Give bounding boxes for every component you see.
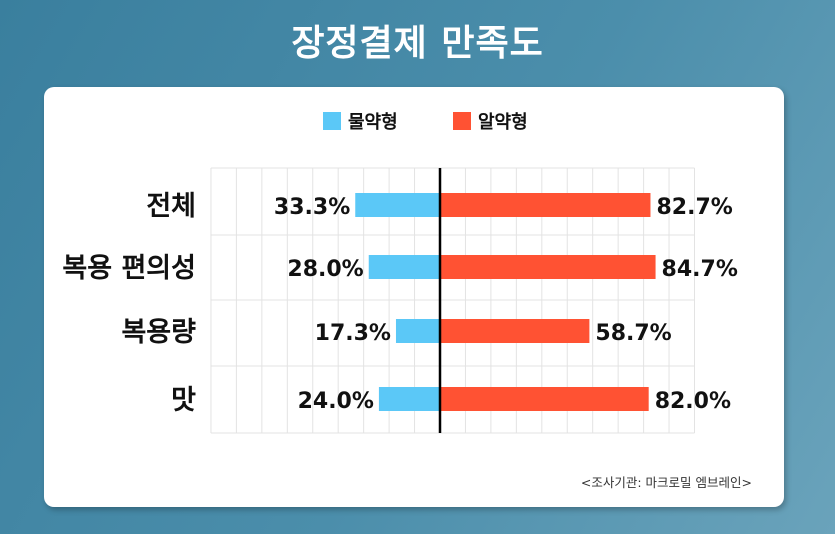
legend-swatch <box>453 112 471 130</box>
source-note: <조사기관: 마크로밀 엠브레인> <box>581 475 752 490</box>
data-label: 24.0% <box>298 389 374 414</box>
bar-left <box>368 255 440 279</box>
category-label: 복용 편의성 <box>62 253 196 284</box>
bar-right <box>440 255 656 279</box>
chart-card <box>44 87 784 507</box>
data-label: 84.7% <box>662 257 738 282</box>
legend-swatch <box>323 112 341 130</box>
category-label: 맛 <box>171 385 196 416</box>
category-label: 전체 <box>146 191 196 222</box>
category-label: 복용량 <box>121 317 196 348</box>
bar-right <box>440 319 590 343</box>
data-label: 28.0% <box>287 257 363 282</box>
bar-left <box>355 193 440 217</box>
data-label: 33.3% <box>274 195 350 220</box>
legend-label: 물약형 <box>348 111 398 133</box>
data-label: 58.7% <box>595 321 671 346</box>
data-label: 82.0% <box>655 389 731 414</box>
bar-right <box>440 193 651 217</box>
data-label: 17.3% <box>315 321 391 346</box>
chart-title: 장정결제 만족도 <box>291 23 544 64</box>
legend-label: 알약형 <box>478 111 528 133</box>
bar-right <box>440 387 649 411</box>
bar-left <box>395 319 440 343</box>
bar-left <box>378 387 440 411</box>
data-label: 82.7% <box>656 195 732 220</box>
